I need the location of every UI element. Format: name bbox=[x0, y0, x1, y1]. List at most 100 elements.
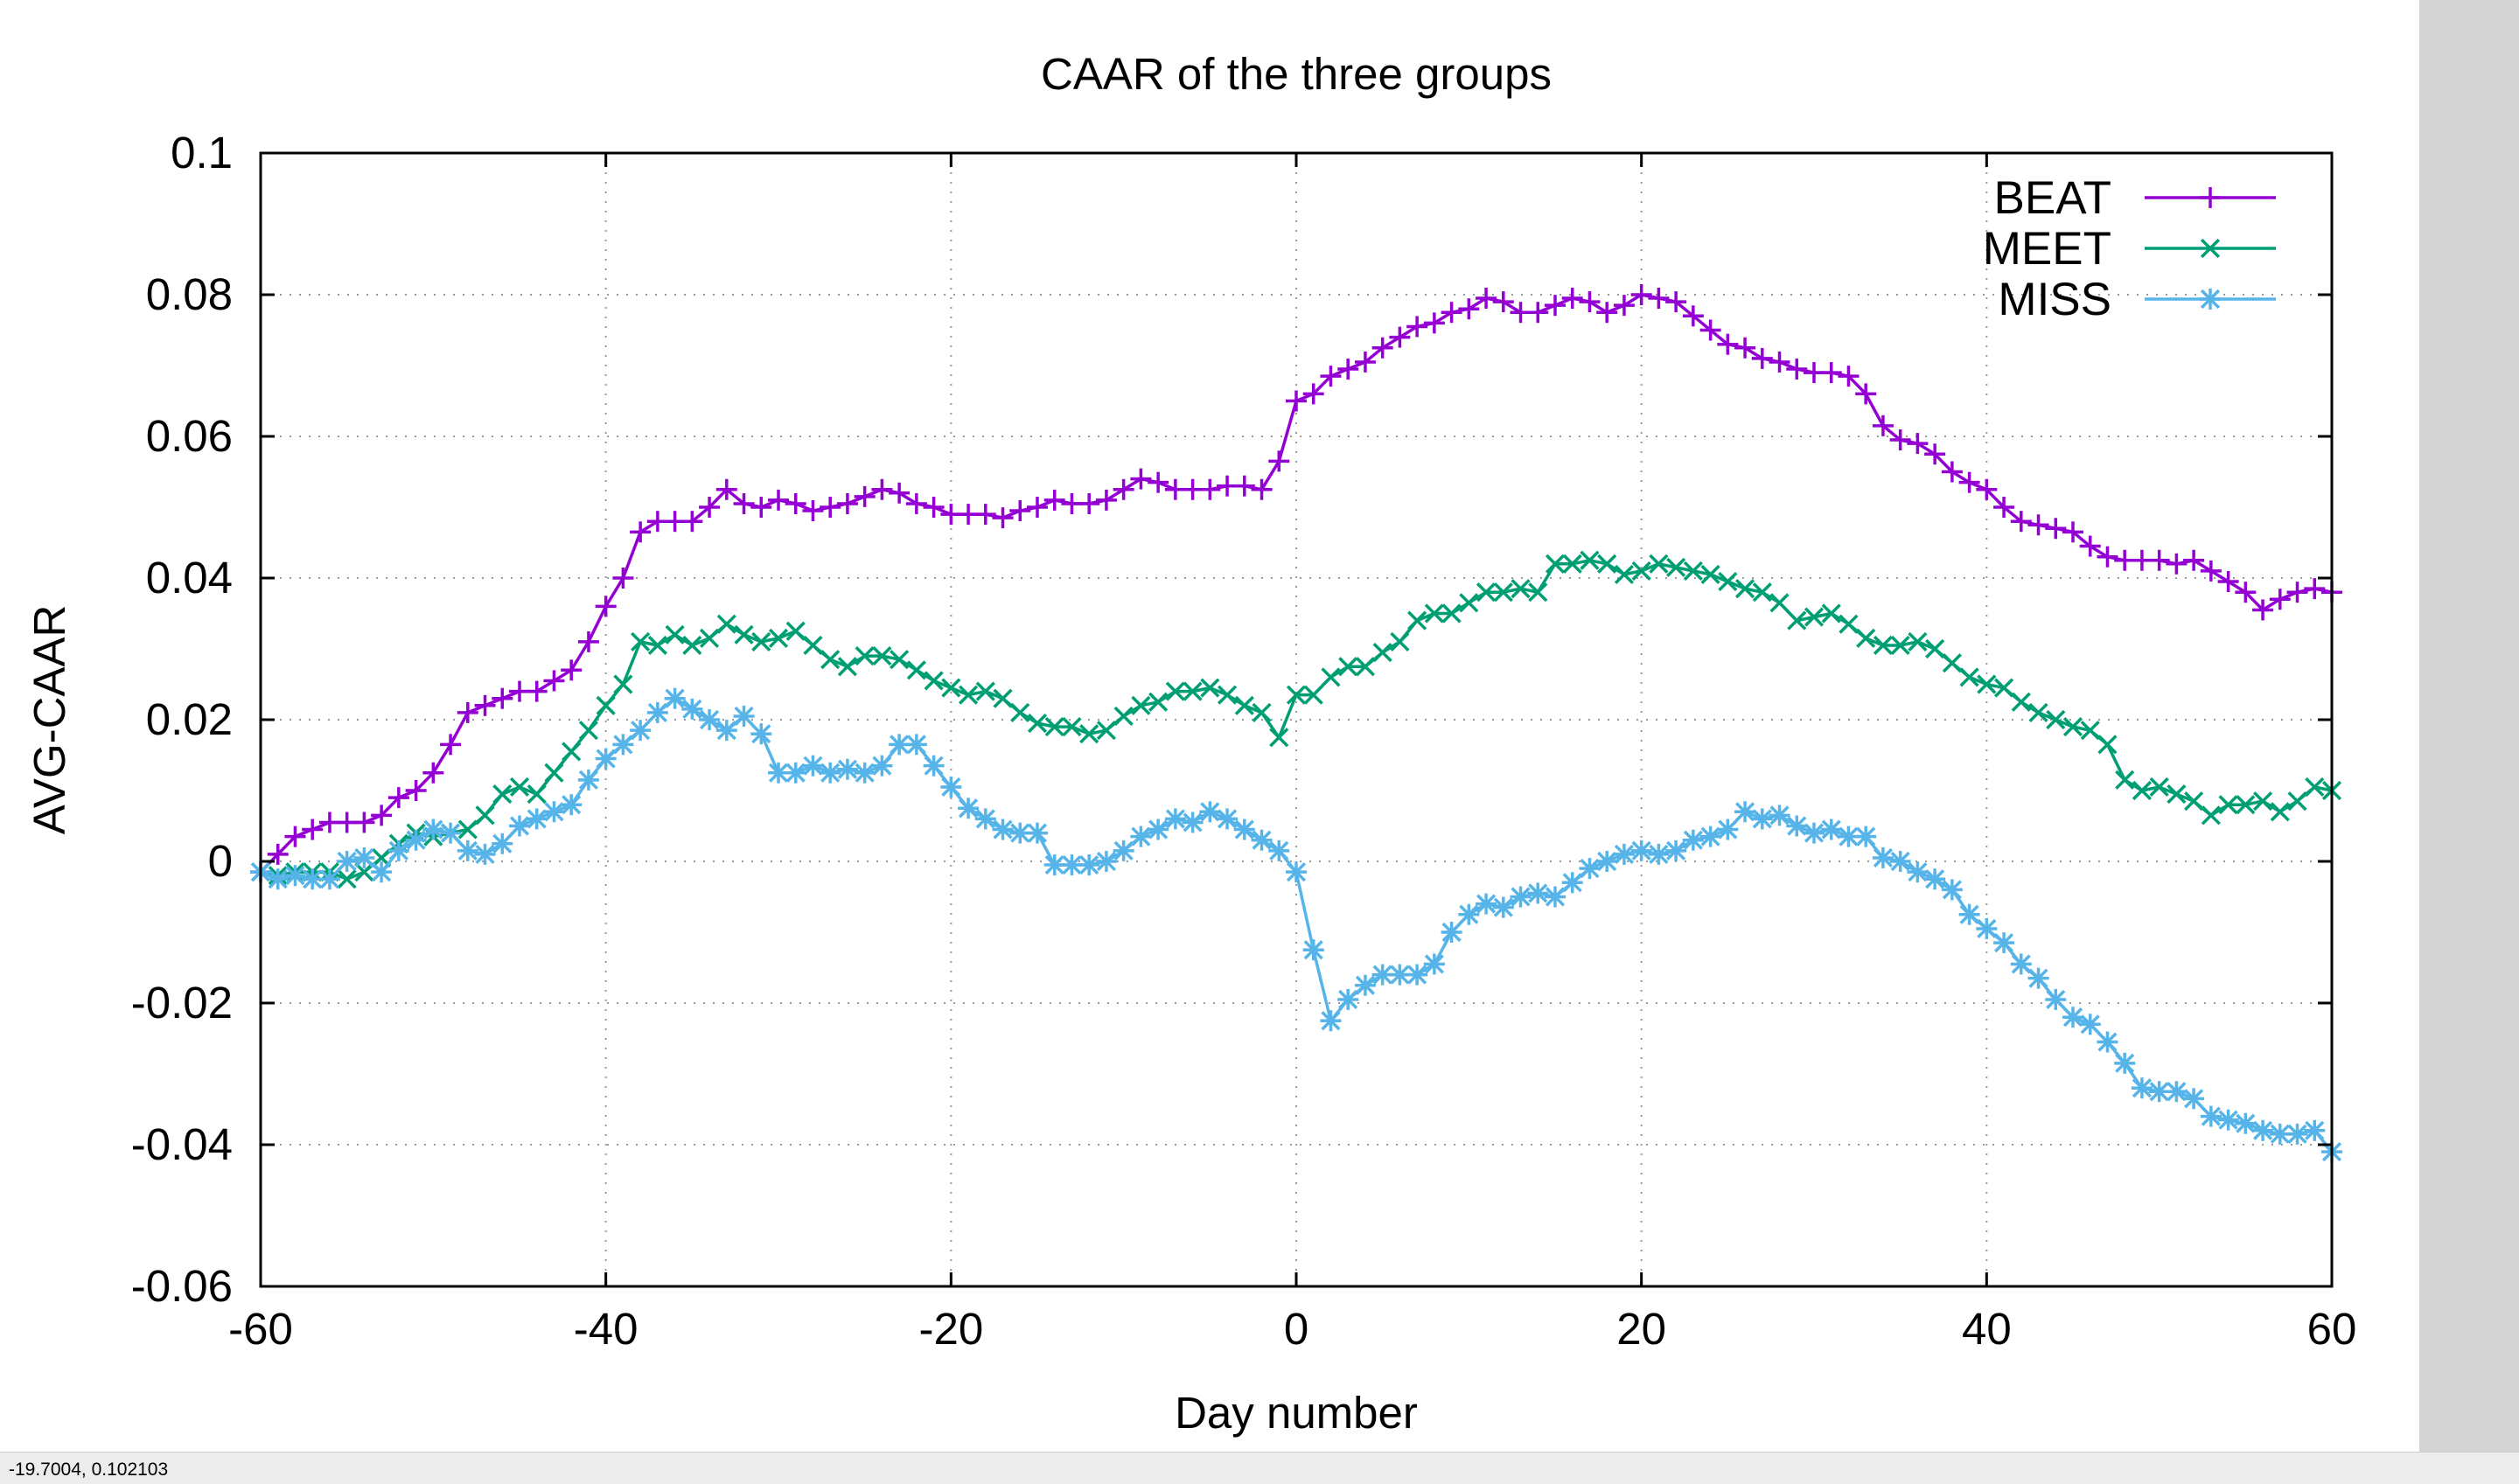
miss-data-point bbox=[612, 734, 634, 756]
meet-data-point bbox=[1476, 582, 1497, 603]
meet-data-point bbox=[1700, 564, 1720, 585]
miss-data-point bbox=[353, 847, 375, 868]
meet-data-point bbox=[509, 777, 530, 798]
series-layer bbox=[250, 284, 2342, 1163]
meet-data-point bbox=[682, 635, 702, 656]
series-line-beat bbox=[259, 293, 2333, 874]
meet-data-point bbox=[578, 721, 599, 741]
meet-data-point bbox=[2305, 777, 2325, 798]
beat-data-point bbox=[1320, 366, 1342, 387]
legend-label-beat: BEAT bbox=[1994, 172, 2112, 224]
miss-data-point bbox=[474, 843, 496, 865]
miss-data-point bbox=[1751, 808, 1773, 830]
miss-data-point bbox=[1217, 808, 1239, 830]
miss-data-point bbox=[681, 698, 703, 720]
meet-data-point bbox=[837, 657, 858, 677]
meet-data-point bbox=[1614, 564, 1635, 585]
beat-data-point bbox=[1268, 450, 1290, 472]
meet-data-point bbox=[2218, 795, 2238, 815]
beat-data-point bbox=[871, 478, 893, 500]
miss-data-point bbox=[577, 769, 599, 791]
miss-data-point bbox=[1855, 826, 1877, 847]
beat-data-point bbox=[923, 497, 945, 518]
legend-label-miss: MISS bbox=[1998, 274, 2111, 325]
miss-data-point bbox=[457, 840, 478, 861]
beat-data-point bbox=[2235, 582, 2257, 603]
meet-data-point bbox=[1562, 554, 1582, 574]
beat-data-point bbox=[1423, 312, 1445, 334]
miss-data-point bbox=[905, 734, 927, 756]
miss-data-point bbox=[820, 762, 841, 784]
meet-data-point bbox=[2184, 791, 2204, 812]
beat-data-point bbox=[492, 687, 513, 709]
meet-data-point bbox=[1096, 721, 1117, 741]
meet-data-point bbox=[2011, 692, 2031, 712]
beat-data-point bbox=[2027, 514, 2049, 536]
beat-data-point bbox=[595, 596, 617, 617]
miss-data-point bbox=[958, 798, 980, 819]
miss-data-point bbox=[1561, 872, 1583, 894]
miss-data-point bbox=[2286, 1123, 2308, 1145]
meet-data-point bbox=[2236, 795, 2256, 815]
meet-data-point bbox=[2149, 777, 2169, 798]
beat-data-point bbox=[1389, 326, 1411, 348]
meet-data-point bbox=[1787, 610, 1807, 631]
beat-data-point bbox=[1579, 291, 1601, 313]
beat-data-point bbox=[1561, 288, 1583, 310]
beat-data-point bbox=[836, 492, 858, 514]
meet-data-point bbox=[1597, 554, 1617, 574]
x-tick-label: 60 bbox=[2307, 1304, 2357, 1354]
miss-data-point bbox=[1354, 974, 1376, 996]
series-line-miss bbox=[260, 696, 2334, 1153]
miss-data-point bbox=[940, 776, 962, 798]
meet-data-point bbox=[1148, 692, 1169, 712]
beat-data-point bbox=[733, 492, 755, 514]
beat-data-point bbox=[2200, 560, 2222, 582]
miss-data-point bbox=[422, 819, 444, 840]
beat-data-point bbox=[1838, 366, 1860, 387]
miss-data-point bbox=[561, 794, 583, 816]
miss-data-point bbox=[267, 868, 289, 890]
meet-data-point bbox=[1511, 579, 1531, 599]
meet-data-point bbox=[1649, 554, 1669, 574]
beat-data-point bbox=[543, 670, 565, 692]
miss-data-point bbox=[1907, 861, 1929, 883]
miss-data-point bbox=[2062, 1007, 2083, 1028]
beat-data-point bbox=[1699, 319, 1721, 341]
miss-data-point bbox=[1872, 847, 1894, 868]
cursor-coordinates: -19.7004, 0.102103 bbox=[9, 1460, 169, 1480]
miss-data-point bbox=[630, 720, 652, 742]
meet-data-point bbox=[1890, 635, 1910, 656]
miss-data-point bbox=[371, 861, 393, 883]
miss-data-point bbox=[405, 829, 427, 851]
meet-data-point bbox=[354, 862, 374, 882]
beat-data-point bbox=[1148, 471, 1169, 493]
meet-data-point bbox=[665, 624, 685, 644]
beat-data-point bbox=[1476, 288, 1497, 310]
meet-data-point bbox=[1493, 582, 1513, 603]
beat-data-point bbox=[974, 504, 996, 526]
miss-data-point bbox=[543, 801, 565, 823]
beat-data-point bbox=[715, 478, 737, 500]
meet-data-point bbox=[941, 678, 961, 698]
meet-data-point bbox=[1769, 593, 1790, 613]
beat-data-point bbox=[1596, 302, 1618, 324]
meet-data-point bbox=[1683, 561, 1703, 581]
beat-data-point bbox=[1993, 497, 2015, 518]
miss-data-point bbox=[646, 701, 668, 723]
beat-data-point bbox=[992, 507, 1014, 529]
beat-data-point bbox=[1941, 461, 1963, 483]
grid-layer bbox=[261, 153, 2332, 1286]
meet-data-point bbox=[1321, 667, 1341, 687]
meet-data-point bbox=[2097, 735, 2118, 755]
y-tick-label: 0.08 bbox=[146, 269, 233, 319]
miss-data-point bbox=[750, 723, 772, 745]
plot-window[interactable]: CAAR of the three groups -60 -40 -20 0 20 40 6… bbox=[0, 0, 2419, 1452]
miss-data-point bbox=[715, 720, 737, 742]
meet-data-point bbox=[1821, 603, 1841, 624]
chart[interactable]: CAAR of the three groups -60 -40 -20 0 20 40 6… bbox=[0, 0, 2419, 1452]
miss-data-point bbox=[1717, 819, 1739, 840]
beat-data-point bbox=[1820, 362, 1842, 384]
miss-data-point bbox=[2131, 1077, 2153, 1099]
beat-data-point bbox=[405, 780, 427, 801]
